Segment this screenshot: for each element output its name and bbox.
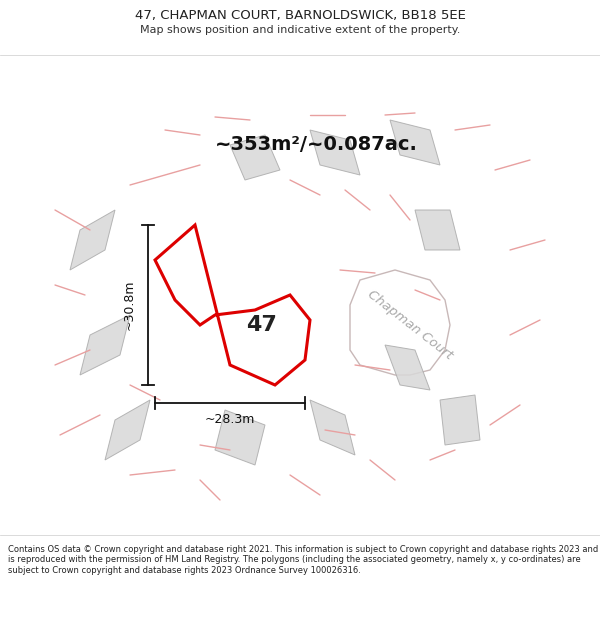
Text: ~30.8m: ~30.8m: [123, 280, 136, 330]
Polygon shape: [310, 400, 355, 455]
Polygon shape: [230, 135, 280, 180]
Polygon shape: [215, 410, 265, 465]
Bar: [0, 55, 600, 535]
Text: 47, CHAPMAN COURT, BARNOLDSWICK, BB18 5EE: 47, CHAPMAN COURT, BARNOLDSWICK, BB18 5E…: [134, 9, 466, 21]
Text: 47: 47: [247, 314, 277, 334]
Polygon shape: [70, 210, 115, 270]
Text: Map shows position and indicative extent of the property.: Map shows position and indicative extent…: [140, 25, 460, 35]
Polygon shape: [105, 400, 150, 460]
Polygon shape: [80, 315, 130, 375]
Polygon shape: [385, 345, 430, 390]
Polygon shape: [155, 225, 310, 385]
Polygon shape: [440, 395, 480, 445]
Polygon shape: [390, 120, 440, 165]
Polygon shape: [310, 130, 360, 175]
Text: Chapman Court: Chapman Court: [365, 288, 455, 362]
Text: ~28.3m: ~28.3m: [205, 413, 255, 426]
Text: ~353m²/~0.087ac.: ~353m²/~0.087ac.: [215, 136, 418, 154]
Text: Contains OS data © Crown copyright and database right 2021. This information is : Contains OS data © Crown copyright and d…: [8, 545, 598, 575]
Polygon shape: [415, 210, 460, 250]
